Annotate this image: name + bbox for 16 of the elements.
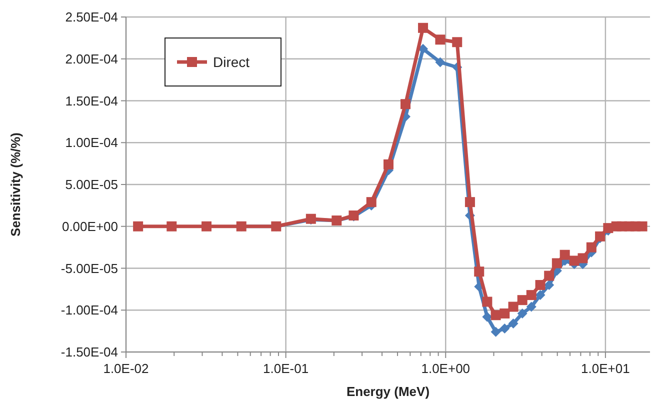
y-tick-label: 1.00E-04 — [65, 135, 118, 150]
legend-label: Direct — [213, 54, 250, 70]
y-tick-label: 0.00E+00 — [62, 218, 118, 234]
x-axis-title: Energy (MeV) — [346, 384, 430, 399]
x-tick-label: 1.0E+01 — [581, 361, 630, 376]
x-tick-label: 1.0E+00 — [421, 361, 470, 376]
y-tick-label: -1.00E-04 — [60, 302, 118, 318]
y-tick-label: -1.50E-04 — [60, 344, 118, 360]
x-tick-label: 1.0E-02 — [103, 361, 149, 376]
x-tick-label: 1.0E-01 — [263, 361, 309, 376]
y-tick-label: 2.00E-04 — [65, 51, 118, 66]
y-tick-label: 2.50E-04 — [65, 10, 118, 25]
y-axis-title: Sensitivity (%/%) — [8, 132, 23, 237]
y-tick-label: 5.00E-05 — [65, 177, 118, 192]
y-tick-label: 1.50E-04 — [65, 93, 118, 108]
y-tick-label: -5.00E-05 — [60, 260, 118, 276]
